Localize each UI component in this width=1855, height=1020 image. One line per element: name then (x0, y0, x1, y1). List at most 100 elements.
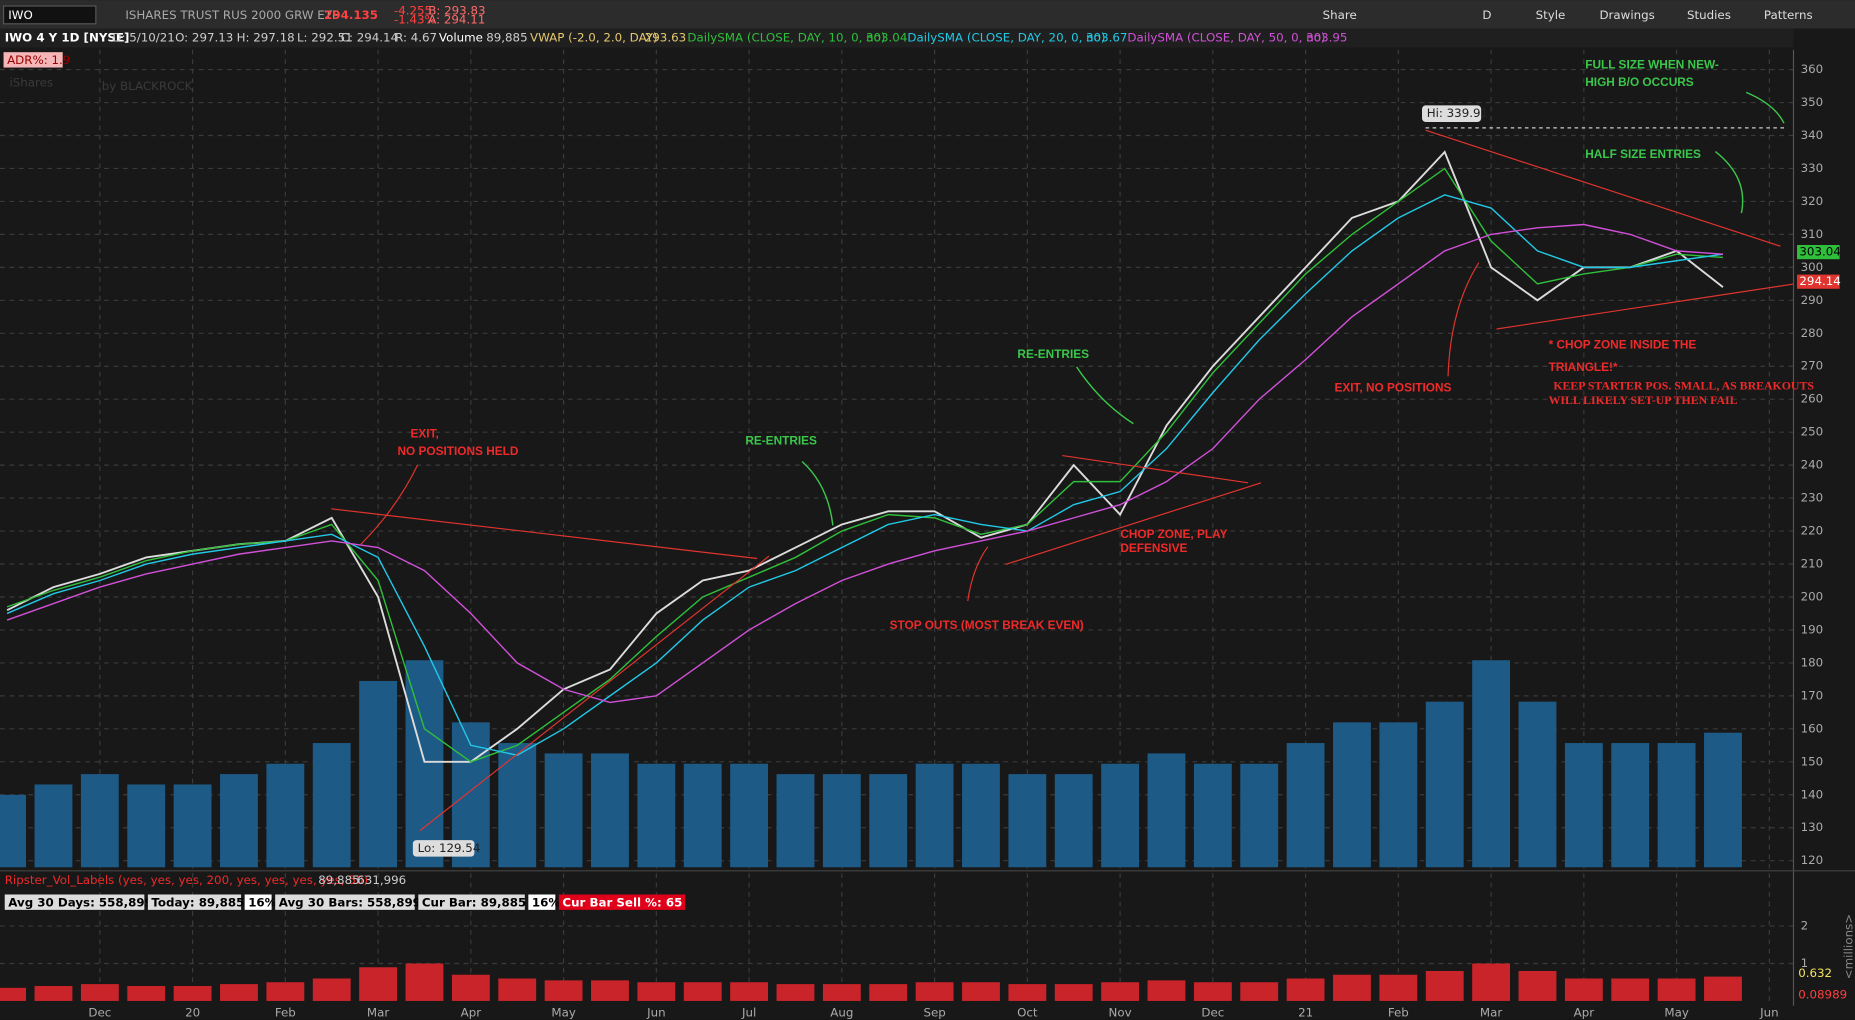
volume-bar (1472, 660, 1511, 868)
y-tick-label: 210 (1801, 557, 1824, 571)
y-tick-label: 250 (1801, 425, 1824, 439)
price-line (6, 194, 1724, 756)
volume-bar (173, 784, 212, 868)
vwap-label: VWAP (-2.0, 2.0, DAY) (530, 30, 658, 44)
lower-volume-bar (869, 984, 908, 1001)
lower-volume-bar (683, 982, 722, 1001)
volume-bar (869, 774, 908, 868)
style-button[interactable]: Style (1536, 8, 1566, 22)
sma10-label: DailySMA (CLOSE, DAY, 10, 0, no) (687, 30, 885, 44)
study-value: 89,885 (318, 873, 359, 887)
lower-volume-bar (312, 978, 351, 1001)
volume-bar (0, 794, 27, 868)
volume-bar (1333, 722, 1371, 868)
x-tick-label: Feb (1388, 1005, 1409, 1019)
lower-volume-bar (405, 963, 444, 1001)
x-tick-label: Mar (1480, 1005, 1502, 1019)
volume-bar (637, 763, 676, 868)
annotation: * CHOP ZONE INSIDE THE (1549, 338, 1697, 352)
lower-volume-bar (1147, 980, 1186, 1001)
x-tick-label: Sep (923, 1005, 945, 1019)
bid: B: 293.83 (428, 3, 485, 17)
price-flag: 294.14 (1799, 274, 1840, 288)
arrow (1075, 366, 1134, 425)
y-tick-label: 130 (1801, 820, 1824, 834)
x-tick-label: Aug (830, 1005, 853, 1019)
volume-bar (1101, 763, 1140, 868)
annotation: HALF SIZE ENTRIES (1585, 147, 1701, 161)
trendline (419, 555, 770, 832)
lo-box (412, 840, 475, 857)
lower-volume-bar (730, 982, 769, 1001)
label-box (4, 894, 145, 910)
label-box (558, 894, 686, 910)
share-button[interactable]: Share (1323, 8, 1357, 22)
lower-volume-bar (1704, 976, 1742, 1001)
volume-bar (1657, 743, 1696, 868)
lower-volume-bar (359, 967, 398, 1001)
y-tick-label: 220 (1801, 524, 1824, 538)
x-tick-label: Dec (1201, 1005, 1224, 1019)
lower-volume-bar (591, 980, 629, 1001)
y-tick-label: 260 (1801, 392, 1824, 406)
y-tick-label: 330 (1801, 161, 1824, 175)
y-tick-label: 160 (1801, 721, 1824, 735)
annotation: DEFENSIVE (1120, 541, 1187, 555)
lower-volume-bar (0, 987, 27, 1001)
volume-bar (1379, 722, 1418, 868)
lower-volume-bar (34, 985, 73, 1001)
lower-volume-bar (266, 982, 305, 1001)
symbol-box[interactable] (2, 5, 97, 25)
volume-bar (1193, 763, 1232, 868)
x-tick-label: 21 (1298, 1005, 1313, 1019)
studies-button[interactable]: Studies (1687, 8, 1731, 22)
annotation: EXIT, (411, 426, 439, 440)
arrow (801, 460, 834, 526)
info-close: C: 294.14 (341, 30, 398, 44)
label-box (275, 894, 415, 910)
watermark: iShares (9, 75, 53, 89)
lower-volume-bar (822, 984, 861, 1001)
y-tick-label: 240 (1801, 458, 1824, 472)
timeframe-button[interactable]: D (1482, 8, 1491, 22)
lo-label: Lo: 129.54 (418, 841, 481, 855)
change-pct: -1.43% (394, 13, 436, 27)
volume-bar (1147, 753, 1186, 868)
x-tick-label: Apr (461, 1005, 482, 1019)
lower-unit: <millions> (1842, 914, 1855, 979)
x-tick-label: 20 (185, 1005, 200, 1019)
patterns-button[interactable]: Patterns (1764, 8, 1813, 22)
annotation: CHOP ZONE, PLAY (1120, 527, 1227, 541)
info-range: R: 4.67 (395, 30, 437, 44)
lower-volume-bar (1564, 978, 1603, 1001)
x-tick-label: Jul (741, 1005, 756, 1019)
sma50-label: DailySMA (CLOSE, DAY, 50, 0, no) (1127, 30, 1325, 44)
price-line (6, 223, 1724, 704)
volume-label: 16% (248, 895, 276, 909)
annotation: RE-ENTRIES (1017, 347, 1089, 361)
volume-bar (1054, 774, 1093, 868)
lower-volume-bar (1054, 984, 1093, 1001)
adr-box (3, 52, 63, 68)
y-tick-label: 320 (1801, 194, 1824, 208)
sma20-label: DailySMA (CLOSE, DAY, 20, 0, no) (907, 30, 1105, 44)
annotation: FULL SIZE WHEN NEW- (1585, 57, 1719, 71)
hi-box (1422, 105, 1482, 122)
lower-volume-bar (80, 984, 119, 1001)
volume-bar (34, 784, 73, 868)
drawings-button[interactable]: Drawings (1599, 8, 1654, 22)
volume-label: Avg 30 Days: 558,899 (8, 895, 153, 909)
volume-label: Volume (439, 30, 483, 44)
info-group: IWO 4 Y 1D [NYSE] D: 5/10/21 O: 297.13 H… (5, 30, 1348, 44)
arrow (1714, 150, 1744, 214)
watermark-sub: by BLACKROCK (102, 79, 193, 93)
lower-volume-bar (1518, 970, 1557, 1001)
volume-label: 16% (532, 895, 560, 909)
label-box (528, 894, 556, 910)
volume-bar (1704, 732, 1742, 868)
y-tick-label: 170 (1801, 688, 1824, 702)
lower-volume-bar (637, 982, 676, 1001)
label-box (418, 894, 525, 910)
